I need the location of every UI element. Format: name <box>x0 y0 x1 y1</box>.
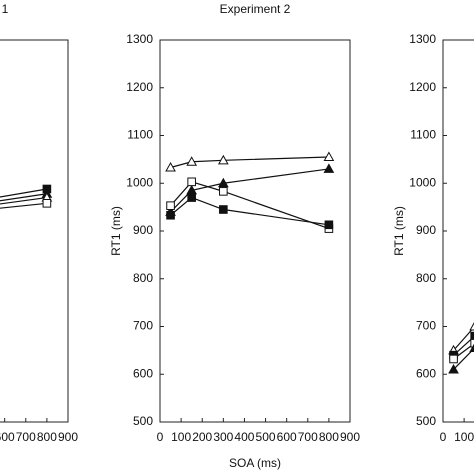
plot-frame <box>159 39 351 423</box>
y-tick-label: 800 <box>416 271 436 285</box>
marker <box>324 220 334 230</box>
marker <box>165 161 176 172</box>
marker <box>323 151 335 161</box>
marker <box>166 201 175 210</box>
y-tick-label: 700 <box>416 319 436 333</box>
y-axis-label: RT1 (ms) <box>392 206 406 256</box>
x-tick-label: 600 <box>0 430 15 444</box>
x-tick-label: 700 <box>16 430 36 444</box>
panel: Experiment 1SOA (ms)50060070080090010001… <box>0 2 78 444</box>
panel-title: Experiment 2 <box>220 2 291 16</box>
marker <box>219 205 228 214</box>
marker <box>42 199 52 208</box>
x-tick-label: 100 <box>454 430 474 444</box>
y-tick-label: 1000 <box>409 175 436 189</box>
x-axis-label: SOA (ms) <box>229 456 281 470</box>
y-tick-label: 500 <box>133 414 153 428</box>
marker <box>469 343 474 352</box>
x-tick-label: 900 <box>58 430 78 444</box>
series-line <box>170 181 330 230</box>
x-tick-label: 400 <box>234 430 254 444</box>
series-line <box>170 196 329 226</box>
x-tick-label: 200 <box>192 430 212 444</box>
marker <box>186 156 198 166</box>
y-tick-label: 1100 <box>127 128 153 142</box>
marker <box>219 187 228 196</box>
x-tick-label: 700 <box>298 430 318 444</box>
x-tick-label: 0 <box>157 430 164 444</box>
x-tick-label: 100 <box>171 430 191 444</box>
y-tick-label: 1100 <box>410 128 436 142</box>
series-line <box>170 156 329 169</box>
series-line <box>0 196 47 205</box>
y-tick-label: 800 <box>133 271 153 285</box>
y-tick-label: 700 <box>133 319 153 333</box>
y-tick-label: 500 <box>416 414 436 428</box>
y-tick-label: 900 <box>133 223 153 237</box>
series-line <box>0 188 47 198</box>
y-tick-label: 1200 <box>126 80 153 94</box>
marker <box>470 338 474 348</box>
x-tick-label: 800 <box>319 430 339 444</box>
marker <box>323 163 335 173</box>
marker <box>187 193 196 202</box>
marker <box>166 210 175 220</box>
y-axis-label: RT1 (ms) <box>109 206 123 256</box>
marker <box>449 354 458 364</box>
marker <box>448 363 459 374</box>
x-tick-label: 600 <box>277 430 297 444</box>
series-line <box>0 193 47 202</box>
marker <box>469 322 474 331</box>
marker <box>187 177 196 187</box>
panel-title: Experiment 1 <box>0 2 9 16</box>
y-tick-label: 1200 <box>409 80 436 94</box>
x-tick-label: 800 <box>37 430 57 444</box>
y-tick-label: 600 <box>416 366 436 380</box>
y-tick-label: 1300 <box>126 32 153 46</box>
y-tick-label: 600 <box>133 366 153 380</box>
marker <box>217 177 229 188</box>
plot-frame <box>0 39 69 423</box>
y-tick-label: 1300 <box>409 32 436 46</box>
y-tick-label: 1000 <box>126 175 153 189</box>
x-tick-label: 300 <box>213 430 233 444</box>
series-line <box>0 202 47 209</box>
marker <box>470 331 474 341</box>
y-tick-label: 900 <box>416 223 436 237</box>
x-tick-label: 900 <box>340 430 360 444</box>
x-tick-label: 500 <box>256 430 276 444</box>
marker <box>217 154 229 165</box>
x-tick-label: 0 <box>440 430 447 444</box>
panel: RT1 (ms) 500 600 700 800 900 1000 1100 1200 1300 0… <box>392 32 474 444</box>
